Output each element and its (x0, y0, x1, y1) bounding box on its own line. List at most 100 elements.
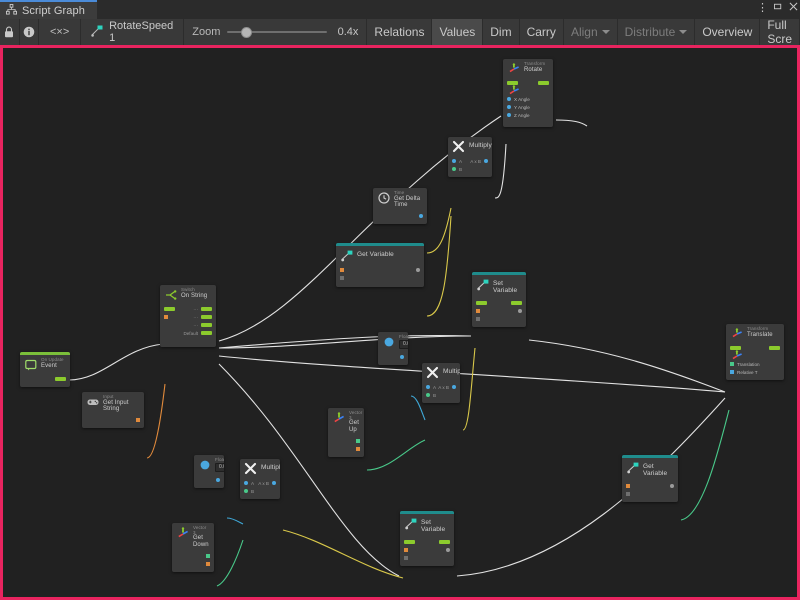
port-vector-out[interactable] (206, 554, 210, 559)
graph-name-label: RotateSpeed 1 (109, 20, 174, 44)
lock-icon[interactable] (0, 19, 20, 45)
port-string-out[interactable] (136, 418, 140, 423)
port-control-in[interactable] (730, 346, 741, 350)
graph-canvas-inner[interactable]: On Update Event Input Get Input String Switc… (3, 48, 797, 597)
toolbar-button-carry[interactable]: Carry (520, 19, 564, 45)
port-control-out[interactable] (439, 539, 450, 544)
zoom-control[interactable]: Zoom 0.4x (184, 19, 368, 45)
toolbar-button-values[interactable]: Values (432, 19, 484, 45)
graph-name-field[interactable]: RotateSpeed 1 (81, 19, 185, 45)
node-get-input-string[interactable]: Input Get Input String (82, 392, 144, 429)
node-vector3-up[interactable]: Vector 3 Get Up (328, 408, 364, 458)
port-b-in[interactable] (244, 489, 248, 493)
port-a-in[interactable] (452, 159, 456, 163)
variable-icon (476, 278, 489, 291)
port-angle-in-0[interactable] (507, 97, 511, 101)
node-subtitle: On Update (41, 357, 64, 362)
port-name-in[interactable] (340, 268, 344, 272)
node-switch-on-string[interactable]: Switch On String ··· ··· ··· Default (160, 285, 216, 347)
port-result-out[interactable] (484, 159, 488, 163)
port-control-in[interactable] (404, 539, 415, 544)
port-control-out[interactable] (55, 377, 66, 381)
minimize-icon[interactable] (774, 2, 783, 14)
node-set-variable-2[interactable]: Set Variable (400, 511, 454, 566)
port-name-in[interactable] (626, 483, 630, 488)
node-subtitle: Switch (181, 287, 195, 292)
port-name-in[interactable] (476, 308, 480, 313)
port-float-out[interactable] (400, 354, 404, 359)
node-subtitle: Vector 3 (193, 525, 207, 535)
node-multiply-2[interactable]: Multiply AA x BB (422, 363, 460, 403)
port-vector-out[interactable] (356, 439, 360, 444)
node-title: Get Variable (622, 458, 678, 480)
port-object-in[interactable] (340, 276, 344, 280)
zoom-slider-knob[interactable] (241, 26, 253, 38)
node-get-delta-time[interactable]: Time Get Delta Time (373, 188, 427, 225)
port-control-out[interactable] (769, 346, 780, 350)
port-translation-in[interactable] (730, 362, 734, 366)
port-string-in[interactable] (164, 315, 168, 319)
node-vector3-down[interactable]: Vector 3 Get Down (172, 523, 214, 573)
port-name-in[interactable] (404, 547, 408, 552)
event-icon (24, 358, 37, 371)
port-float-out[interactable] (419, 214, 423, 219)
port-relative-t-in[interactable] (730, 370, 734, 374)
info-icon[interactable] (20, 19, 40, 45)
port-control-out-2[interactable] (201, 315, 212, 319)
node-value-field[interactable]: 0.01 (215, 462, 224, 472)
toolbar-button-label: Values (439, 25, 476, 39)
port-float-out[interactable] (216, 477, 220, 482)
node-title-label: Multiply (469, 142, 492, 149)
port-control-out[interactable] (538, 81, 549, 85)
port-control-in[interactable] (476, 300, 487, 305)
toolbar-button-distribute[interactable]: Distribute (618, 19, 696, 45)
toolbar-button-full-scre[interactable]: Full Scre (760, 18, 800, 46)
port-control-out-3[interactable] (201, 323, 212, 327)
port-a-in[interactable] (426, 385, 430, 389)
port-angle-in-1[interactable] (507, 105, 511, 109)
node-float-2[interactable]: Float0.01 (194, 455, 224, 488)
port-extra-out[interactable] (356, 447, 360, 452)
toolbar-button-overview[interactable]: Overview (695, 19, 761, 45)
toolbar-button-relations[interactable]: Relations (367, 19, 433, 45)
port-result-out[interactable] (272, 481, 276, 485)
port-control-out[interactable] (511, 300, 522, 305)
port-value-out[interactable] (416, 268, 420, 272)
node-body (622, 480, 678, 502)
port-object-in[interactable] (404, 555, 408, 560)
port-b-in[interactable] (452, 167, 456, 171)
port-result-out[interactable] (452, 385, 456, 389)
node-multiply-1[interactable]: Multiply A A x B B (448, 137, 492, 177)
port-extra-out[interactable] (206, 562, 210, 567)
port-value-out[interactable] (670, 483, 674, 488)
port-control-default[interactable] (201, 331, 212, 335)
toolbar-button-dim[interactable]: Dim (483, 19, 520, 45)
node-get-variable-2[interactable]: Get Variable (622, 455, 678, 502)
node-multiply-3[interactable]: Multiply AA x BB (240, 459, 280, 499)
toolbar-button-align[interactable]: Align (564, 19, 618, 45)
close-icon[interactable] (789, 2, 798, 14)
graph-canvas[interactable]: On Update Event Input Get Input String Switc… (0, 45, 800, 600)
port-angle-in-2[interactable] (507, 113, 511, 117)
port-control-in[interactable] (507, 81, 518, 85)
kebab-menu-icon[interactable]: ⋮ (757, 1, 768, 14)
port-value-out[interactable] (446, 547, 450, 552)
node-on-update[interactable]: On Update Event (20, 352, 70, 387)
zoom-slider[interactable] (227, 26, 328, 38)
node-set-variable-1[interactable]: Set Variable (472, 272, 526, 327)
port-control-in[interactable] (164, 307, 175, 311)
tab-script-graph[interactable]: Script Graph (0, 0, 97, 19)
port-a-in[interactable] (244, 481, 248, 485)
node-body (378, 351, 408, 365)
port-object-in[interactable] (626, 491, 630, 496)
port-b-in[interactable] (426, 393, 430, 397)
node-transform-rotate[interactable]: Transform Rotate X Angle Y Angle Z Angle (503, 59, 553, 127)
node-value-field[interactable]: 0.01 (399, 339, 408, 349)
code-brackets-icon[interactable]: <×> (39, 19, 82, 45)
node-get-variable-1[interactable]: Get Variable (336, 243, 424, 287)
port-control-out-1[interactable] (201, 307, 212, 311)
port-object-in[interactable] (476, 316, 480, 321)
node-float-1[interactable]: Float0.01 (378, 332, 408, 365)
node-transform-translate[interactable]: Transform Translate Translation Relative T (726, 324, 784, 380)
port-value-out[interactable] (518, 308, 522, 313)
